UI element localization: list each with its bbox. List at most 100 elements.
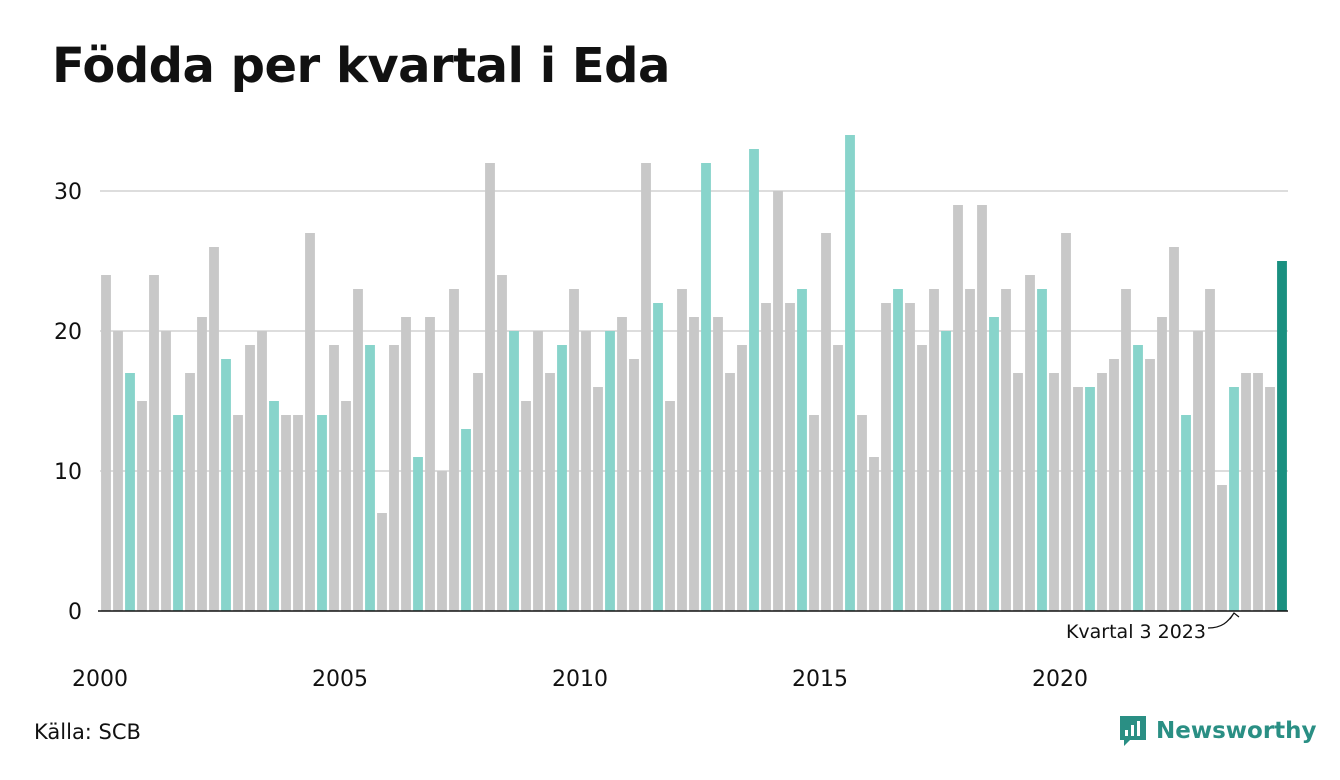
bar: [773, 191, 783, 611]
bar: [161, 331, 171, 611]
x-tick-label: 2015: [792, 667, 848, 692]
bar: [317, 415, 327, 611]
bar: [377, 513, 387, 611]
source-note: Källa: SCB: [34, 720, 141, 744]
bar: [941, 331, 951, 611]
bar: [593, 387, 603, 611]
annotation-label: Kvartal 3 2023: [1066, 621, 1206, 643]
x-tick-label: 2010: [552, 667, 608, 692]
bar: [269, 401, 279, 611]
bars: [101, 135, 1287, 611]
bar: [1013, 373, 1023, 611]
bar: [1169, 247, 1179, 611]
bar: [125, 373, 135, 611]
bar: [521, 401, 531, 611]
bar: [1217, 485, 1227, 611]
bar: [101, 275, 111, 611]
bar: [353, 289, 363, 611]
bar: [461, 429, 471, 611]
bar: [1253, 373, 1263, 611]
bar: [641, 163, 651, 611]
brand-name: Newsworthy: [1156, 718, 1317, 744]
bar: [1073, 387, 1083, 611]
bar: [545, 373, 555, 611]
bar: [413, 457, 423, 611]
bar: [989, 317, 999, 611]
bar: [437, 471, 447, 611]
bar: [737, 345, 747, 611]
bar: [917, 345, 927, 611]
bar: [881, 303, 891, 611]
bar: [605, 331, 615, 611]
bar: [1037, 289, 1047, 611]
bar: [1181, 415, 1191, 611]
bar: [833, 345, 843, 611]
bar: [221, 359, 231, 611]
bar: [809, 415, 819, 611]
bar: [1133, 345, 1143, 611]
bar: [185, 373, 195, 611]
annotation-arrow: [1207, 612, 1240, 629]
bar: [893, 289, 903, 611]
bar: [233, 415, 243, 611]
bar: [1097, 373, 1107, 611]
bar: [977, 205, 987, 611]
bar: [533, 331, 543, 611]
y-tick-label: 30: [54, 180, 82, 205]
bar: [785, 303, 795, 611]
bar: [845, 135, 855, 611]
bar: [1241, 373, 1251, 611]
bar: [341, 401, 351, 611]
bar: [1085, 387, 1095, 611]
bar: [401, 317, 411, 611]
bar: [1265, 387, 1275, 611]
bar: [197, 317, 207, 611]
brand-logo: Newsworthy: [1118, 714, 1317, 748]
bar: [677, 289, 687, 611]
bar: [857, 415, 867, 611]
x-tick-label: 2000: [72, 667, 128, 692]
bar: [137, 401, 147, 611]
bar: [725, 373, 735, 611]
bar: [617, 317, 627, 611]
bar: [953, 205, 963, 611]
bar: [329, 345, 339, 611]
bar: [425, 317, 435, 611]
bar: [1109, 359, 1119, 611]
bar: [497, 275, 507, 611]
bar: [701, 163, 711, 611]
bar: [797, 289, 807, 611]
bar: [1229, 387, 1239, 611]
bar: [929, 289, 939, 611]
bar: [1025, 275, 1035, 611]
bar: [581, 331, 591, 611]
bar: [1001, 289, 1011, 611]
bar: [965, 289, 975, 611]
newsworthy-chart-bubble-icon: [1120, 716, 1146, 746]
chart-title: Födda per kvartal i Eda: [52, 38, 670, 94]
x-tick-label: 2005: [312, 667, 368, 692]
bar: [509, 331, 519, 611]
bar: [1277, 261, 1287, 611]
bar: [1205, 289, 1215, 611]
y-tick-label: 0: [68, 600, 82, 625]
y-tick-label: 10: [54, 460, 82, 485]
annotation: Kvartal 3 2023: [1066, 612, 1240, 643]
bar: [293, 415, 303, 611]
bar: [305, 233, 315, 611]
bar: [1061, 233, 1071, 611]
bar: [245, 345, 255, 611]
bar: [473, 373, 483, 611]
bar: [113, 331, 123, 611]
bar: [665, 401, 675, 611]
bar: [713, 317, 723, 611]
bar: [569, 289, 579, 611]
bar: [1145, 359, 1155, 611]
bar: [1121, 289, 1131, 611]
bar: [557, 345, 567, 611]
bar: [869, 457, 879, 611]
bar: [821, 233, 831, 611]
bar: [749, 149, 759, 611]
y-tick-label: 20: [54, 320, 82, 345]
